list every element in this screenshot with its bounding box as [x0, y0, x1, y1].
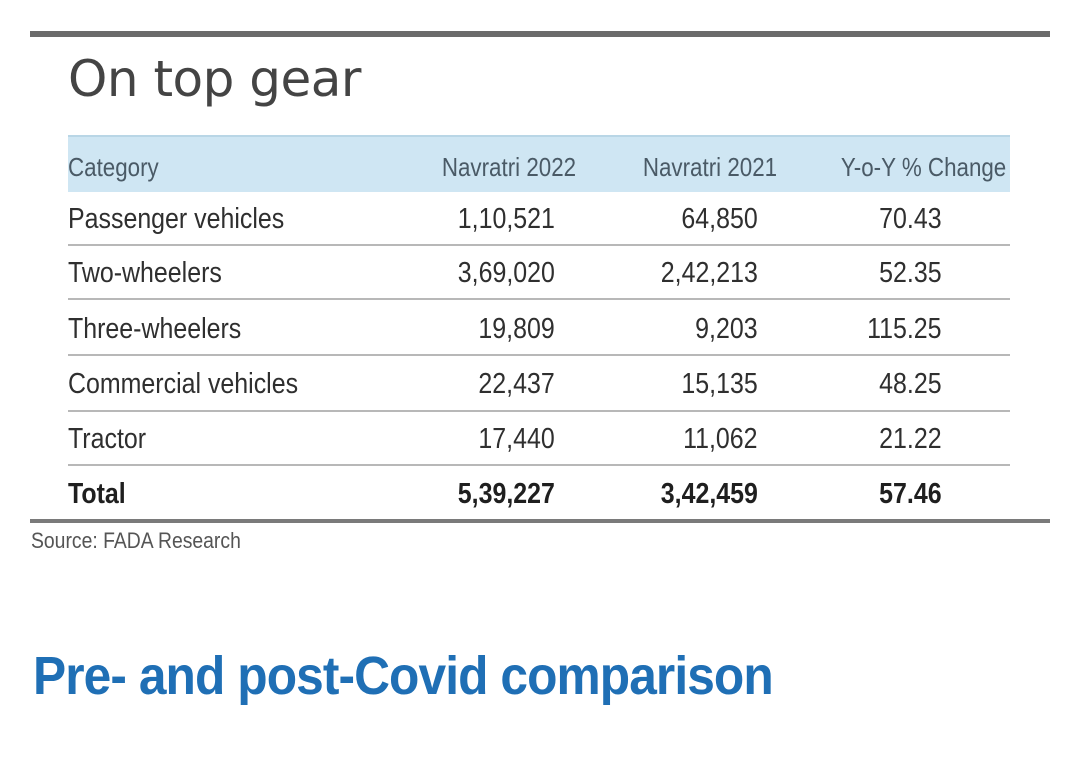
row-yoy-change: 21.22 — [879, 423, 942, 455]
row-category: Passenger vehicles — [68, 203, 285, 235]
header-navratri-2021: Navratri 2021 — [642, 152, 777, 182]
table-header-row: Category Navratri 2022 Navratri 2021 Y-o… — [68, 138, 1010, 192]
row-value-2022: 17,440 — [478, 423, 555, 455]
table-total-row: Total 5,39,227 3,42,459 57.46 — [68, 467, 1010, 521]
row-value-2021: 64,850 — [681, 203, 758, 235]
row-value-2022: 3,69,020 — [457, 257, 555, 289]
row-yoy-change: 48.25 — [879, 368, 942, 400]
row-value-2022: 1,10,521 — [457, 203, 555, 235]
row-category: Tractor — [68, 423, 147, 455]
header-yoy-change: Y-o-Y % Change — [840, 152, 1006, 182]
table-row: Passenger vehicles 1,10,521 64,850 70.43 — [68, 192, 1010, 246]
row-divider — [68, 244, 1010, 246]
row-value-2021: 11,062 — [683, 423, 758, 455]
total-yoy-change: 57.46 — [879, 478, 942, 510]
row-divider — [68, 354, 1010, 356]
header-navratri-2022: Navratri 2022 — [441, 152, 576, 182]
row-yoy-change: 70.43 — [879, 203, 942, 235]
section-heading: Pre- and post-Covid comparison — [33, 646, 774, 706]
row-yoy-change: 52.35 — [879, 257, 942, 289]
row-yoy-change: 115.25 — [867, 313, 942, 345]
row-value-2021: 15,135 — [681, 368, 758, 400]
total-value-2022: 5,39,227 — [457, 478, 555, 510]
row-category: Three-wheelers — [68, 313, 242, 345]
row-category: Two-wheelers — [68, 257, 222, 289]
header-category: Category — [68, 152, 159, 182]
table-row: Two-wheelers 3,69,020 2,42,213 52.35 — [68, 246, 1010, 300]
row-divider — [68, 298, 1010, 300]
row-divider — [68, 410, 1010, 412]
row-value-2021: 9,203 — [695, 313, 758, 345]
table-row: Tractor 17,440 11,062 21.22 — [68, 412, 1010, 466]
table-row: Three-wheelers 19,809 9,203 115.25 — [68, 302, 1010, 356]
source-note: Source: FADA Research — [31, 528, 241, 553]
table-row: Commercial vehicles 22,437 15,135 48.25 — [68, 357, 1010, 411]
row-value-2021: 2,42,213 — [660, 257, 758, 289]
table-header-band — [68, 135, 1010, 192]
row-value-2022: 19,809 — [478, 313, 555, 345]
row-category: Commercial vehicles — [68, 368, 299, 400]
row-divider — [68, 464, 1010, 466]
row-value-2022: 22,437 — [478, 368, 555, 400]
bottom-rule — [30, 519, 1050, 523]
total-value-2021: 3,42,459 — [660, 478, 758, 510]
total-label: Total — [68, 478, 126, 510]
graphic-title: On top gear — [68, 50, 361, 108]
top-rule — [30, 31, 1050, 37]
